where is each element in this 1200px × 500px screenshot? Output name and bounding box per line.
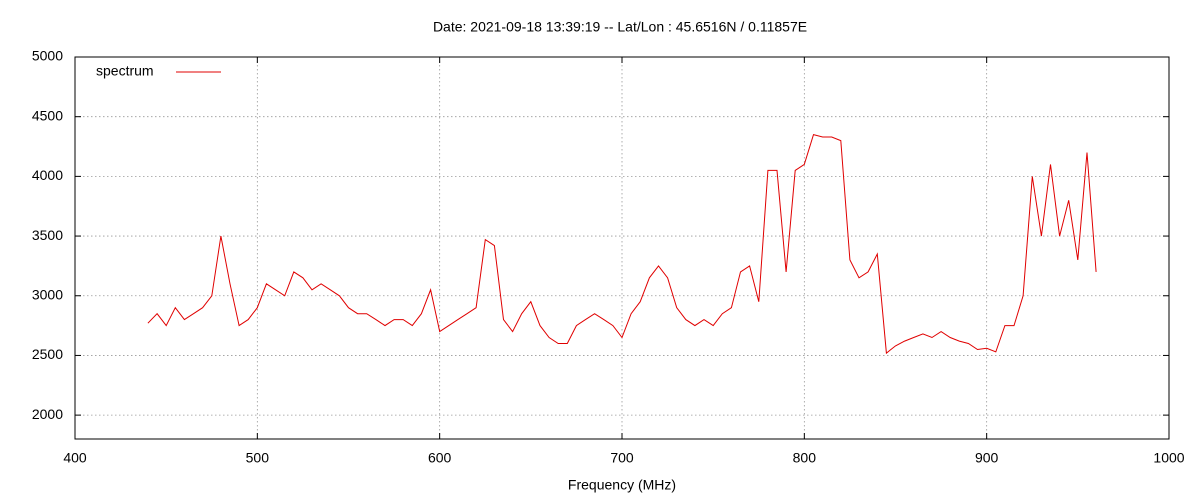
y-tick-label: 2500	[32, 346, 63, 362]
chart-title: Date: 2021-09-18 13:39:19 -- Lat/Lon : 4…	[433, 19, 807, 35]
plot-frame	[74, 56, 1170, 440]
line-series	[147, 133, 1097, 355]
x-tick-label: 500	[246, 450, 270, 466]
y-tick-label: 2000	[32, 406, 63, 422]
y-tick-label: 4000	[32, 167, 63, 183]
y-tick-label: 5000	[32, 48, 63, 64]
x-tick-label: 800	[793, 450, 817, 466]
x-tick-label: 600	[428, 450, 452, 466]
y-tick-label: 3000	[32, 286, 63, 302]
x-tick-label: 700	[610, 450, 634, 466]
x-tick-label: 1000	[1153, 450, 1184, 466]
legend-label: spectrum	[96, 63, 154, 79]
x-axis-label: Frequency (MHz)	[568, 477, 676, 493]
y-tick-label: 3500	[32, 227, 63, 243]
x-tick-label: 900	[975, 450, 999, 466]
x-tick-label: 400	[63, 450, 87, 466]
y-tick-label: 4500	[32, 107, 63, 123]
